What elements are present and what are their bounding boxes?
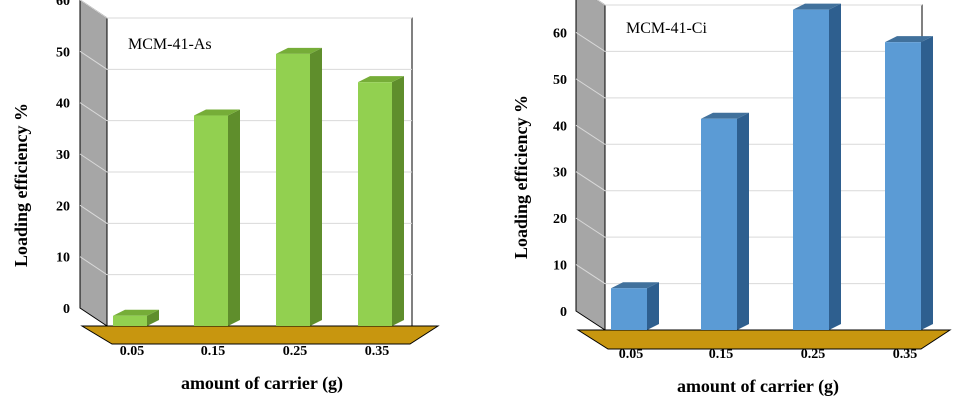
- bar-front: [194, 115, 228, 327]
- bar-top: [611, 282, 659, 289]
- bar-side: [228, 109, 240, 327]
- bar-front: [885, 42, 921, 331]
- y-tick-label: 60: [553, 26, 567, 41]
- y-tick-label: 50: [56, 45, 70, 60]
- bar: [194, 109, 240, 327]
- bar-front: [276, 53, 310, 326]
- bar-side: [921, 36, 933, 331]
- back-wall: [604, 4, 923, 331]
- y-tick-label: 20: [56, 199, 70, 214]
- bar-front: [358, 82, 392, 327]
- y-axis-label: Loading efficiency %: [511, 95, 531, 259]
- x-tick-label: 0.05: [619, 347, 644, 362]
- bar: [611, 282, 659, 330]
- bar: [276, 47, 322, 326]
- bar-front: [611, 288, 647, 330]
- bar-top: [194, 109, 240, 116]
- y-tick-label: 40: [56, 97, 70, 112]
- chart-title: MCM-41-Ci: [626, 20, 707, 37]
- chart-mcm41-as: MCM-41-As amount of carrier (g) Loading …: [11, 0, 440, 394]
- x-tick-label: 0.35: [365, 344, 390, 359]
- bar-top: [113, 309, 159, 316]
- x-tick-label: 0.05: [120, 344, 145, 359]
- y-tick-label: 10: [553, 259, 567, 274]
- bar: [793, 3, 841, 331]
- bar-side: [392, 76, 404, 327]
- x-tick-label: 0.35: [893, 347, 918, 362]
- x-tick-label: 0.15: [709, 347, 734, 362]
- y-tick-label: 10: [56, 251, 70, 266]
- y-tick-label: 0: [63, 302, 70, 317]
- y-tick-label: 40: [553, 119, 567, 134]
- bar-side: [647, 282, 659, 330]
- bar-side: [737, 112, 749, 330]
- y-tick-label: 50: [553, 73, 567, 88]
- bar-top: [793, 3, 841, 10]
- bar: [885, 36, 933, 331]
- bar-top: [885, 36, 933, 43]
- bar-top: [358, 76, 404, 83]
- y-tick-label: 30: [56, 148, 70, 163]
- gridline: [596, 0, 922, 6]
- bar: [701, 112, 749, 330]
- x-tick-label: 0.15: [201, 344, 226, 359]
- bar: [358, 76, 404, 327]
- gridline: [79, 0, 412, 19]
- bar-front: [793, 9, 829, 331]
- bar: [113, 309, 159, 326]
- plot-area: [575, 0, 952, 350]
- floor: [80, 325, 440, 345]
- y-axis-label: Loading efficiency %: [11, 103, 31, 267]
- bar-front: [113, 315, 147, 326]
- bar-side: [829, 3, 841, 331]
- bar-front: [701, 118, 737, 330]
- y-tick-label: 60: [56, 0, 70, 9]
- bar-top: [701, 112, 749, 119]
- bar-side: [310, 47, 322, 326]
- y-tick-label: 30: [553, 166, 567, 181]
- x-tick-label: 0.25: [801, 347, 826, 362]
- plot-area: [79, 0, 440, 345]
- x-axis-label: amount of carrier (g): [677, 376, 839, 397]
- y-tick-label: 0: [560, 305, 567, 320]
- y-tick-label: 20: [553, 212, 567, 227]
- x-tick-label: 0.25: [283, 344, 308, 359]
- x-axis-label: amount of carrier (g): [181, 373, 343, 394]
- chart-title: MCM-41-As: [128, 36, 212, 53]
- chart-mcm41-ci: MCM-41-Ci amount of carrier (g) Loading …: [511, 0, 952, 397]
- bar-top: [276, 47, 322, 54]
- bar-side: [147, 309, 159, 326]
